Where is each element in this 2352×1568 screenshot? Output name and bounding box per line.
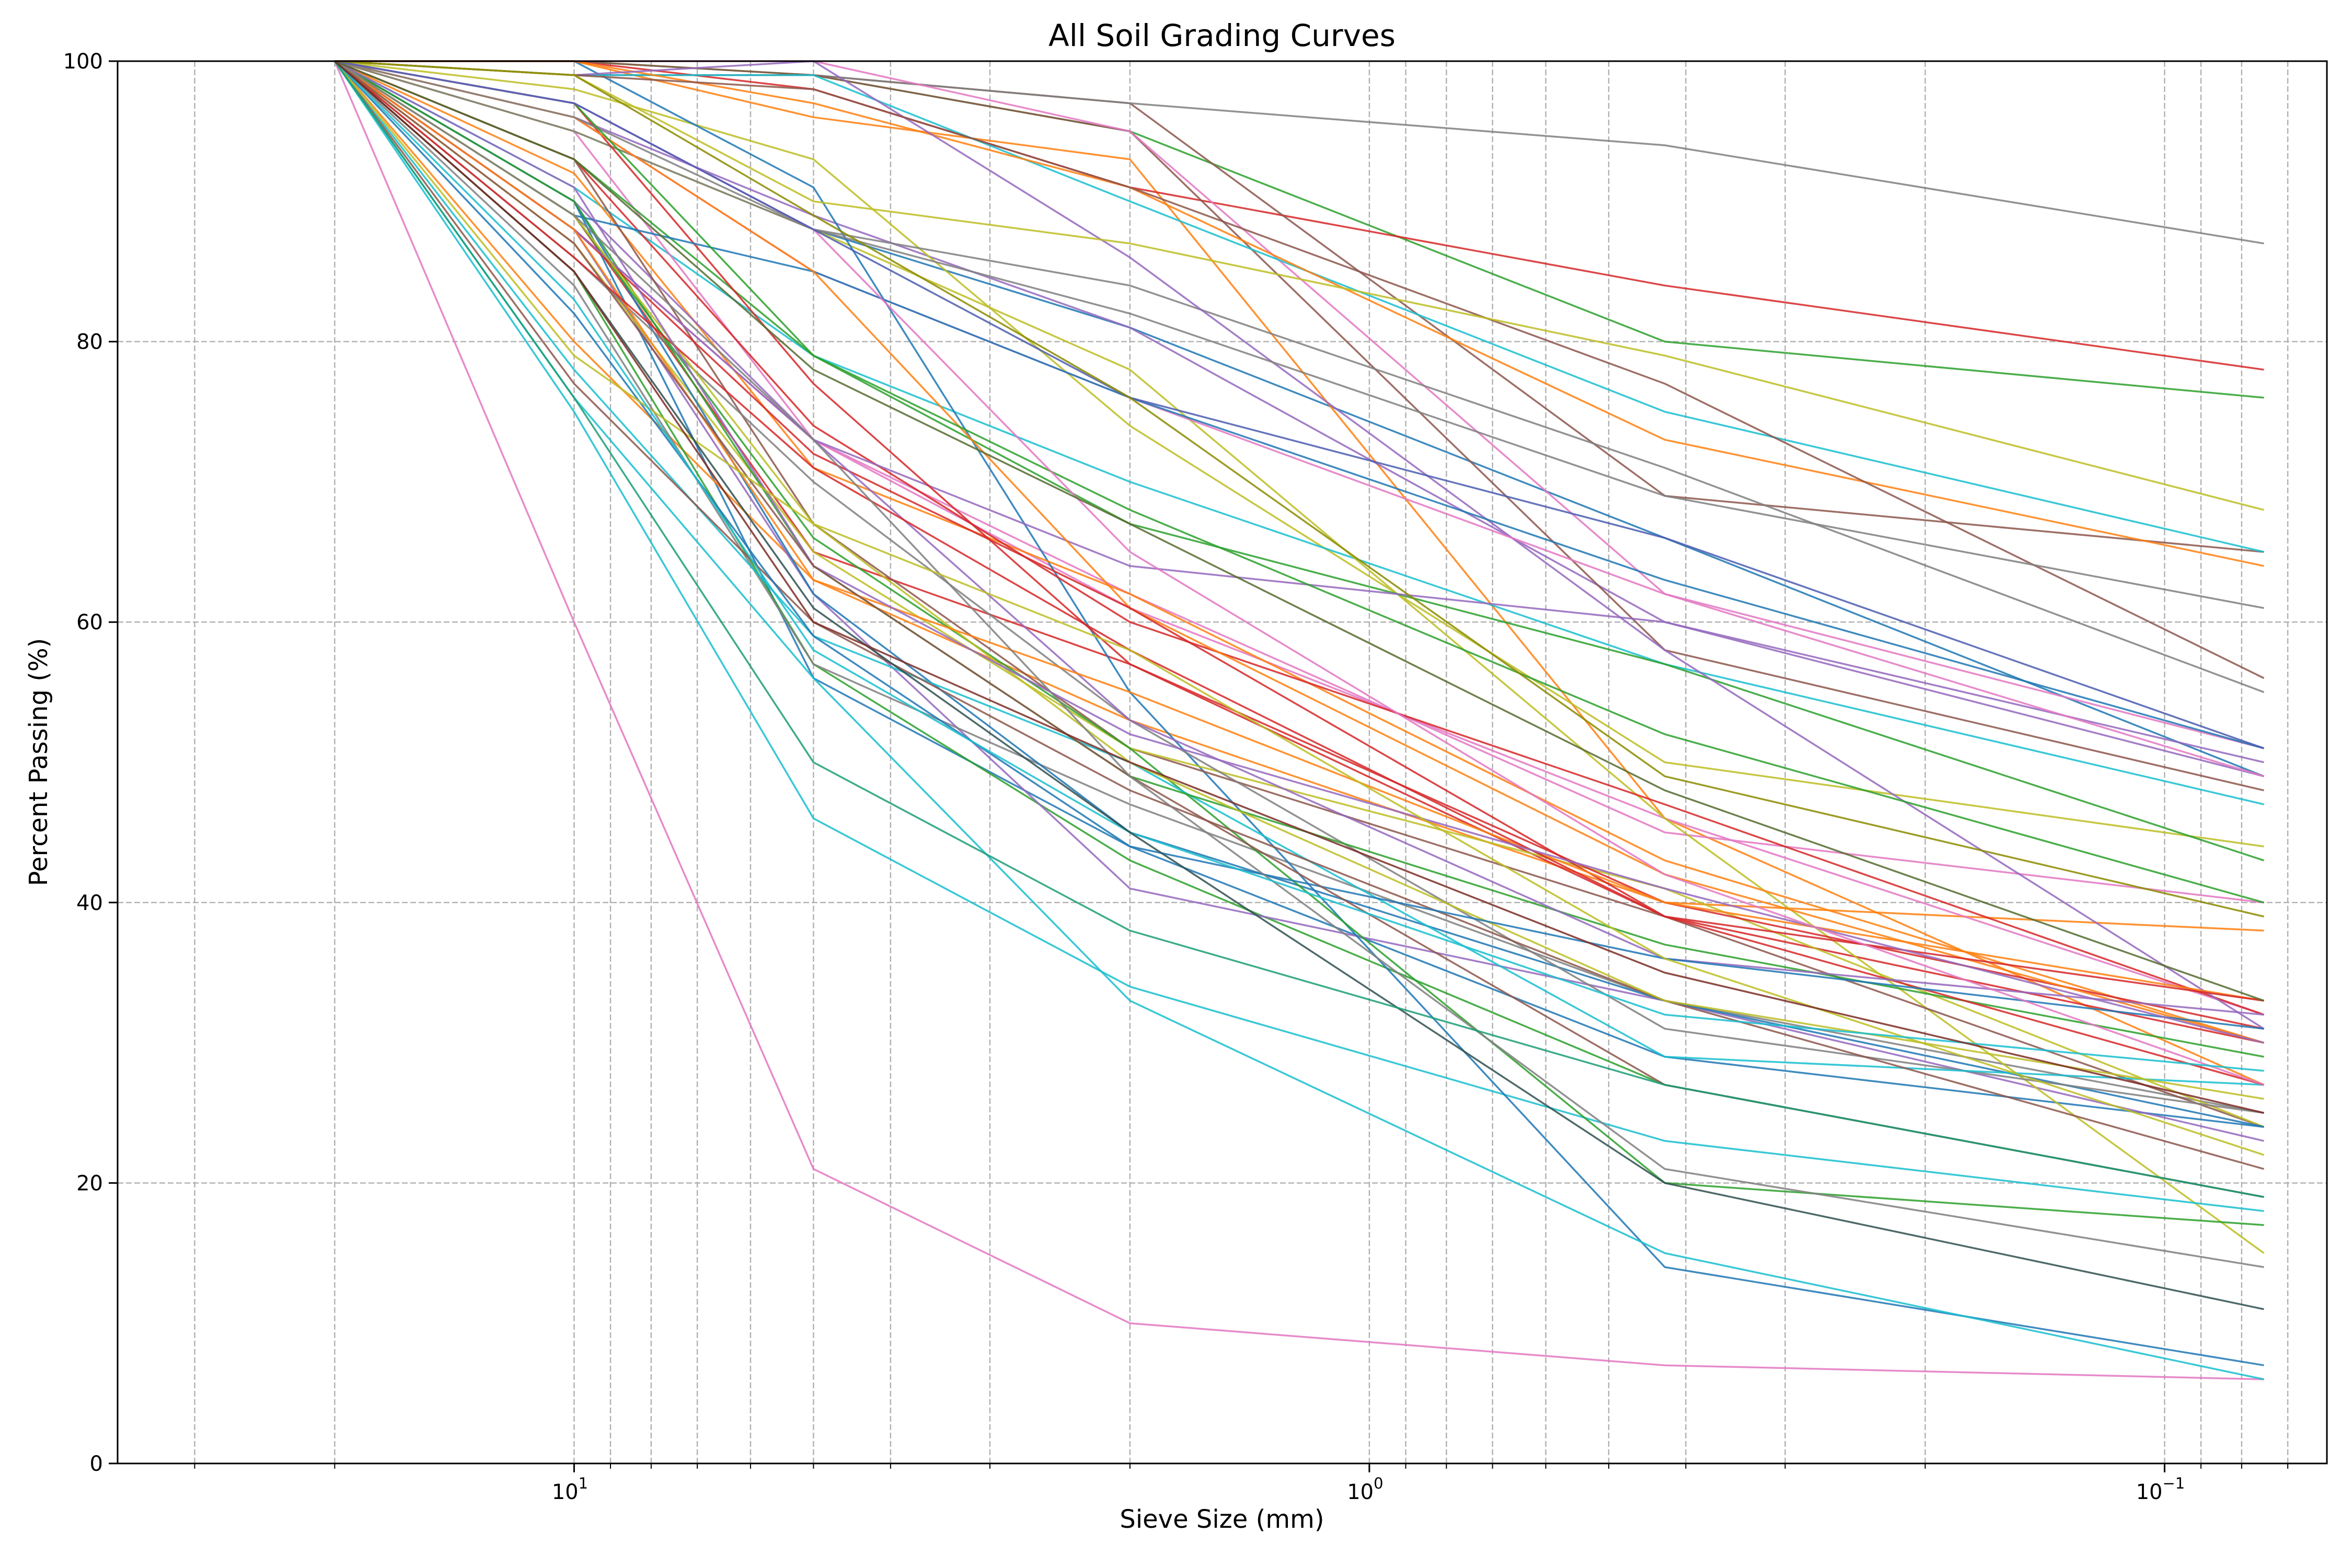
y-tick-label: 0 (90, 1452, 103, 1476)
x-tick-label: 101 (552, 1474, 588, 1504)
series-line-61 (334, 60, 2264, 1310)
series-line-5 (335, 60, 2264, 764)
axis-ticks (109, 60, 2289, 1472)
series-line-42 (335, 60, 2264, 1044)
series-line-3 (335, 60, 2264, 399)
y-axis-title: Percent Passing (%) (24, 638, 53, 886)
chart-title: All Soil Grading Curves (1048, 18, 1396, 53)
series-line-66 (335, 60, 2264, 918)
series-line-62 (334, 60, 2265, 1002)
series-line-47 (333, 61, 2264, 1380)
series-line-63 (335, 60, 2265, 750)
series-line-27 (335, 60, 2264, 750)
series-line-35 (335, 60, 2265, 1030)
series-line-60 (334, 60, 2264, 1072)
series-line-13 (334, 60, 2264, 1198)
plot-frame (117, 60, 2328, 1465)
series-layer (333, 60, 2265, 1380)
y-tick-label: 60 (76, 610, 103, 635)
series-line-52 (334, 60, 2264, 1002)
series-line-59 (334, 60, 2265, 1156)
series-line-55 (334, 60, 2264, 1044)
series-line-53 (335, 60, 2264, 904)
series-line-19 (334, 60, 2265, 1254)
series-line-50 (333, 60, 2264, 1380)
x-tick-label: 10−1 (2136, 1474, 2185, 1504)
y-tick-label: 40 (76, 891, 103, 915)
series-line-21 (335, 60, 2264, 1366)
y-tick-label: 80 (76, 330, 103, 354)
series-line-64 (333, 60, 2264, 1198)
series-line-56 (334, 60, 2264, 1198)
grid-lines (118, 61, 2327, 1463)
x-tick-label: 100 (1347, 1474, 1383, 1504)
series-line-9 (335, 60, 2264, 848)
series-line-14 (334, 60, 2264, 1044)
series-line-58 (334, 60, 2264, 1269)
series-line-36 (335, 60, 2265, 679)
series-line-28 (334, 60, 2265, 693)
series-line-7 (334, 60, 2264, 904)
series-line-48 (335, 60, 2264, 609)
series-line-22 (334, 60, 2265, 1044)
series-line-41 (334, 60, 2264, 750)
x-axis-title: Sieve Size (mm) (1120, 1505, 1324, 1534)
series-line-54 (334, 60, 2264, 1002)
series-line-65 (334, 60, 2264, 1114)
y-tick-label: 100 (63, 50, 103, 74)
series-line-20 (333, 61, 2264, 1212)
y-tick-label: 20 (76, 1171, 103, 1195)
series-line-34 (335, 60, 2264, 1030)
tick-labels: 101 100 10−1 0 20 40 60 80 100 (63, 50, 2185, 1504)
series-line-51 (334, 60, 2264, 1030)
series-line-40 (334, 60, 2264, 1086)
series-line-46 (333, 60, 2264, 1170)
series-line-18 (334, 60, 2264, 1114)
series-line-43 (334, 60, 2264, 1058)
